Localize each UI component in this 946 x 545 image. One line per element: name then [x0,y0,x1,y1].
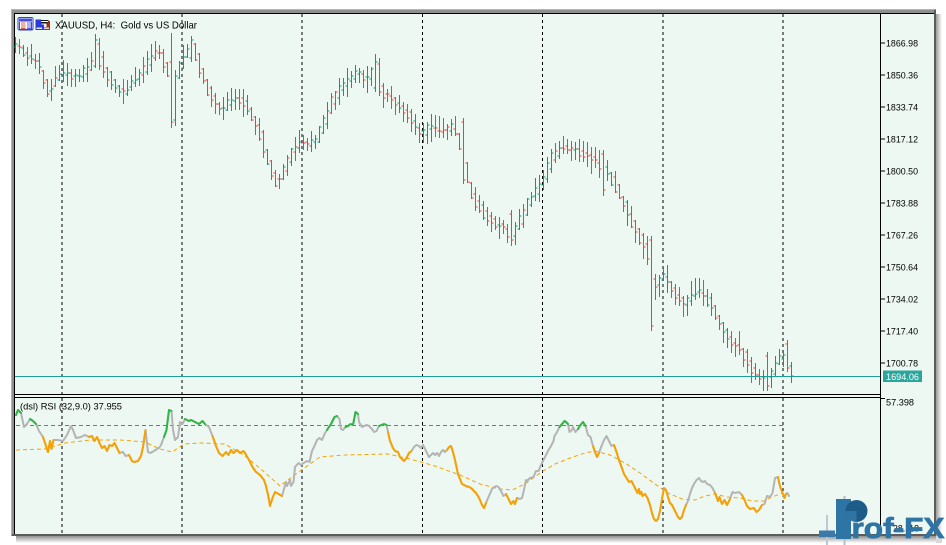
svg-text:rof-FX: rof-FX [852,513,946,545]
svg-text:57.398: 57.398 [886,398,914,409]
svg-text:XAUUSD, H4: Gold vs US Dollar: XAUUSD, H4: Gold vs US Dollar [55,20,197,32]
svg-text:1833.74: 1833.74 [886,103,918,114]
svg-text:1694.06: 1694.06 [886,372,919,383]
svg-text:1783.88: 1783.88 [886,199,918,210]
svg-text:1750.64: 1750.64 [886,263,918,274]
svg-text:1767.26: 1767.26 [886,231,918,242]
svg-text:28.118: 28.118 [893,524,919,535]
svg-text:1717.40: 1717.40 [886,327,918,338]
svg-text:1800.50: 1800.50 [886,167,918,178]
svg-text:(dsl) RSI (32,9.0) 37.955: (dsl) RSI (32,9.0) 37.955 [20,402,122,413]
svg-text:1700.78: 1700.78 [886,359,918,370]
svg-text:1734.02: 1734.02 [886,295,918,306]
svg-text:1850.36: 1850.36 [886,71,918,82]
svg-text:1817.12: 1817.12 [886,135,918,146]
svg-text:1866.98: 1866.98 [886,39,918,50]
